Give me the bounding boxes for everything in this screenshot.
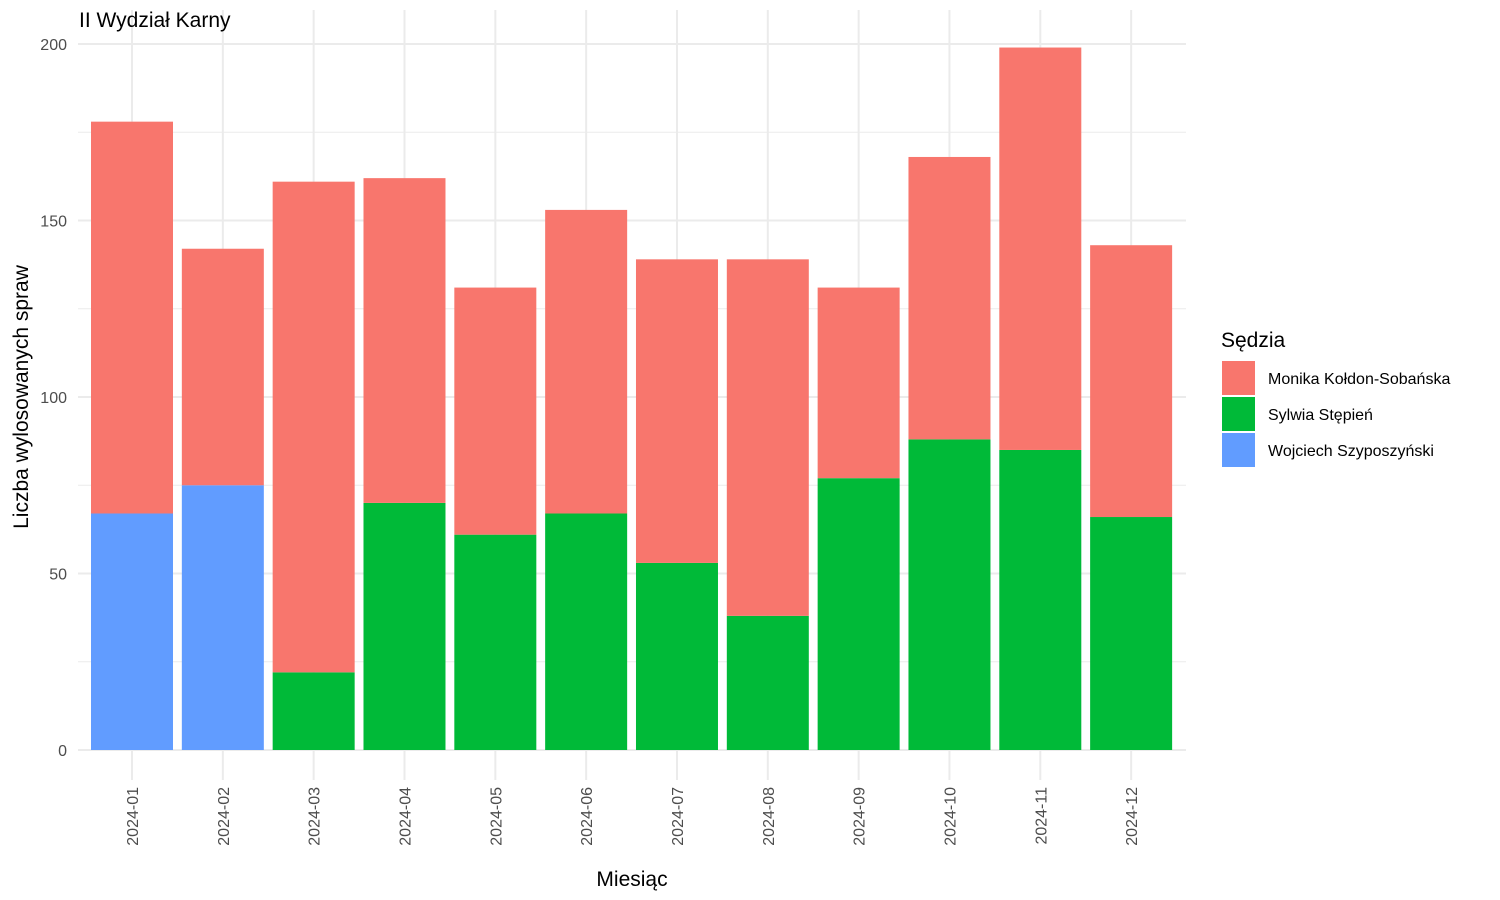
x-tick-label: 2024-02 bbox=[216, 787, 233, 846]
bar-segment bbox=[726, 615, 809, 750]
bar-segment bbox=[635, 562, 718, 750]
bars bbox=[91, 47, 1173, 750]
x-tick-label: 2024-04 bbox=[397, 787, 414, 846]
bar-segment bbox=[545, 513, 628, 750]
legend-swatch bbox=[1222, 397, 1255, 431]
bar-segment bbox=[181, 485, 264, 750]
bar-segment bbox=[817, 478, 900, 750]
bar-segment bbox=[999, 449, 1082, 750]
legend-label: Monika Kołdon-Sobańska bbox=[1268, 371, 1450, 388]
legend: Sędzia Monika Kołdon-Sobańska Sylwia Stęp… bbox=[1221, 329, 1450, 467]
x-tick-label: 2024-05 bbox=[488, 787, 505, 846]
bar-segment bbox=[91, 513, 173, 750]
legend-swatch bbox=[1222, 361, 1255, 395]
bar-segment bbox=[91, 121, 173, 514]
x-tick-labels: 2024-01 2024-02 2024-03 2024-04 2024-05 2024-… bbox=[125, 787, 1141, 846]
y-tick-labels: 0 50 100 150 200 bbox=[40, 37, 67, 760]
legend-swatch bbox=[1222, 433, 1255, 467]
bar-segment bbox=[454, 287, 537, 535]
y-tick-label: 0 bbox=[58, 743, 67, 760]
bar-segment bbox=[908, 156, 991, 440]
x-tick-label: 2024-08 bbox=[761, 787, 778, 846]
x-tick-label: 2024-06 bbox=[579, 787, 596, 846]
chart-title: II Wydział Karny bbox=[79, 9, 231, 32]
bar-segment bbox=[1090, 517, 1173, 750]
y-axis-title: Liczba wylosowanych spraw bbox=[10, 264, 33, 529]
x-tick-label: 2024-09 bbox=[852, 787, 869, 846]
x-tick-label: 2024-07 bbox=[670, 787, 687, 846]
x-tick-label: 2024-01 bbox=[125, 787, 142, 846]
x-tick-label: 2024-11 bbox=[1033, 787, 1050, 845]
x-tick-label: 2024-12 bbox=[1124, 787, 1141, 846]
legend-title: Sędzia bbox=[1221, 329, 1286, 352]
bar-segment bbox=[272, 181, 355, 673]
bar-segment bbox=[817, 287, 900, 479]
bar-segment bbox=[908, 439, 991, 750]
y-tick-label: 150 bbox=[40, 214, 67, 231]
legend-label: Wojciech Szyposzyński bbox=[1268, 443, 1434, 460]
bar-segment bbox=[454, 534, 537, 750]
y-tick-label: 100 bbox=[40, 390, 67, 407]
bar-segment bbox=[272, 672, 355, 750]
legend-label: Sylwia Stępień bbox=[1268, 407, 1373, 424]
bar-segment bbox=[999, 47, 1082, 450]
bar-segment bbox=[181, 248, 264, 486]
y-tick-label: 50 bbox=[49, 567, 67, 584]
y-tick-label: 200 bbox=[40, 37, 67, 54]
bar-segment bbox=[726, 259, 809, 616]
bar-segment bbox=[635, 259, 718, 563]
bar-segment bbox=[545, 209, 628, 514]
x-axis-title: Miesiąc bbox=[596, 868, 667, 891]
x-tick-label: 2024-03 bbox=[307, 787, 324, 846]
bar-segment bbox=[363, 502, 446, 750]
x-tick-label: 2024-10 bbox=[942, 787, 959, 846]
bar-segment bbox=[363, 178, 446, 503]
bar-segment bbox=[1090, 245, 1173, 518]
